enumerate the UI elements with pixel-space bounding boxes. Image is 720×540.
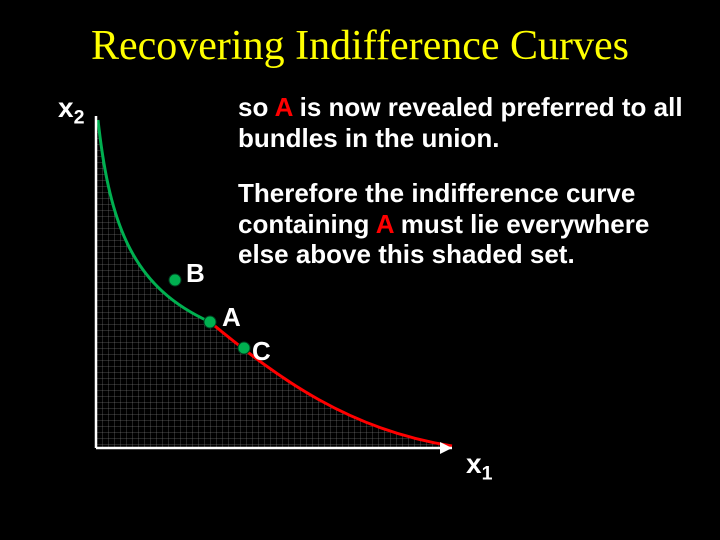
x-axis-var: x	[466, 448, 482, 479]
point-A	[204, 316, 216, 328]
point-C	[238, 342, 250, 354]
chart-svg	[0, 0, 720, 540]
label-C: C	[252, 336, 271, 367]
x-axis-label: x1	[466, 448, 492, 486]
point-B	[169, 274, 181, 286]
label-B: B	[186, 258, 205, 289]
slide: Recovering Indifference Curves x2 so A i…	[0, 0, 720, 540]
label-A: A	[222, 302, 241, 333]
x-axis-sub: 1	[482, 463, 493, 485]
